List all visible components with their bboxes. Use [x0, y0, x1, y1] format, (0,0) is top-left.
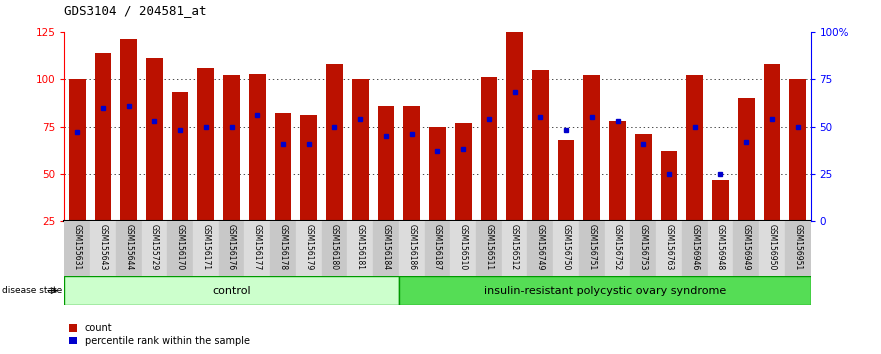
- Bar: [373, 221, 399, 276]
- Bar: [322, 221, 347, 276]
- Text: GSM156948: GSM156948: [716, 224, 725, 270]
- Bar: [300, 115, 317, 221]
- Bar: [686, 75, 703, 221]
- Text: GSM156750: GSM156750: [561, 224, 571, 270]
- Text: GSM156946: GSM156946: [690, 224, 700, 270]
- Text: GSM156751: GSM156751: [588, 224, 596, 270]
- Text: GSM156179: GSM156179: [304, 224, 314, 270]
- Text: control: control: [212, 286, 251, 296]
- Bar: [296, 221, 322, 276]
- Bar: [553, 221, 579, 276]
- Bar: [399, 276, 811, 305]
- Bar: [146, 58, 163, 221]
- Bar: [604, 221, 631, 276]
- Text: GSM156752: GSM156752: [613, 224, 622, 270]
- Bar: [167, 221, 193, 276]
- Text: GSM156181: GSM156181: [356, 224, 365, 270]
- Bar: [455, 123, 471, 221]
- Bar: [223, 75, 240, 221]
- Text: insulin-resistant polycystic ovary syndrome: insulin-resistant polycystic ovary syndr…: [484, 286, 726, 296]
- Text: GSM156178: GSM156178: [278, 224, 287, 270]
- Bar: [347, 221, 373, 276]
- Text: GSM156170: GSM156170: [175, 224, 185, 270]
- Bar: [399, 221, 425, 276]
- Bar: [326, 64, 343, 221]
- Bar: [90, 221, 115, 276]
- Bar: [142, 221, 167, 276]
- Text: GSM156951: GSM156951: [793, 224, 803, 270]
- Bar: [378, 106, 395, 221]
- Text: GSM155631: GSM155631: [72, 224, 82, 270]
- Text: GSM155643: GSM155643: [99, 224, 107, 270]
- Text: GSM156749: GSM156749: [536, 224, 544, 270]
- Legend: count, percentile rank within the sample: count, percentile rank within the sample: [70, 323, 249, 346]
- Bar: [635, 134, 652, 221]
- Bar: [197, 68, 214, 221]
- Text: GSM156171: GSM156171: [202, 224, 211, 270]
- Bar: [528, 221, 553, 276]
- Bar: [69, 79, 85, 221]
- Bar: [403, 106, 420, 221]
- Bar: [789, 79, 806, 221]
- Text: GSM156511: GSM156511: [485, 224, 493, 270]
- Bar: [275, 113, 292, 221]
- Bar: [656, 221, 682, 276]
- Bar: [352, 79, 368, 221]
- Bar: [64, 221, 90, 276]
- Bar: [480, 77, 497, 221]
- Bar: [270, 221, 296, 276]
- Text: GSM156949: GSM156949: [742, 224, 751, 270]
- Bar: [450, 221, 476, 276]
- Text: GSM156950: GSM156950: [767, 224, 776, 270]
- Bar: [94, 53, 111, 221]
- Bar: [218, 221, 244, 276]
- Bar: [707, 221, 733, 276]
- Bar: [759, 221, 785, 276]
- Bar: [737, 98, 754, 221]
- Bar: [172, 92, 189, 221]
- Bar: [631, 221, 656, 276]
- Bar: [733, 221, 759, 276]
- Bar: [764, 64, 781, 221]
- Bar: [115, 221, 142, 276]
- Text: GSM156176: GSM156176: [227, 224, 236, 270]
- Bar: [558, 140, 574, 221]
- Text: GSM156180: GSM156180: [330, 224, 339, 270]
- Text: GSM156753: GSM156753: [639, 224, 648, 270]
- Bar: [429, 127, 446, 221]
- Text: GSM156184: GSM156184: [381, 224, 390, 270]
- Text: GSM156510: GSM156510: [459, 224, 468, 270]
- Text: GSM155644: GSM155644: [124, 224, 133, 270]
- Text: GDS3104 / 204581_at: GDS3104 / 204581_at: [64, 4, 207, 17]
- Bar: [532, 70, 549, 221]
- Text: GSM155729: GSM155729: [150, 224, 159, 270]
- Text: GSM156187: GSM156187: [433, 224, 442, 270]
- Bar: [193, 221, 218, 276]
- Bar: [661, 151, 677, 221]
- Text: GSM156177: GSM156177: [253, 224, 262, 270]
- Text: disease state: disease state: [2, 286, 62, 295]
- Bar: [244, 221, 270, 276]
- Bar: [425, 221, 450, 276]
- Bar: [609, 121, 626, 221]
- Bar: [712, 179, 729, 221]
- Bar: [64, 276, 399, 305]
- Text: GSM156512: GSM156512: [510, 224, 519, 270]
- Bar: [579, 221, 604, 276]
- Bar: [583, 75, 600, 221]
- Bar: [507, 32, 523, 221]
- Bar: [121, 39, 137, 221]
- Text: GSM156763: GSM156763: [664, 224, 673, 270]
- Text: GSM156186: GSM156186: [407, 224, 416, 270]
- Bar: [249, 74, 266, 221]
- Bar: [682, 221, 707, 276]
- Bar: [785, 221, 811, 276]
- Bar: [476, 221, 502, 276]
- Bar: [502, 221, 528, 276]
